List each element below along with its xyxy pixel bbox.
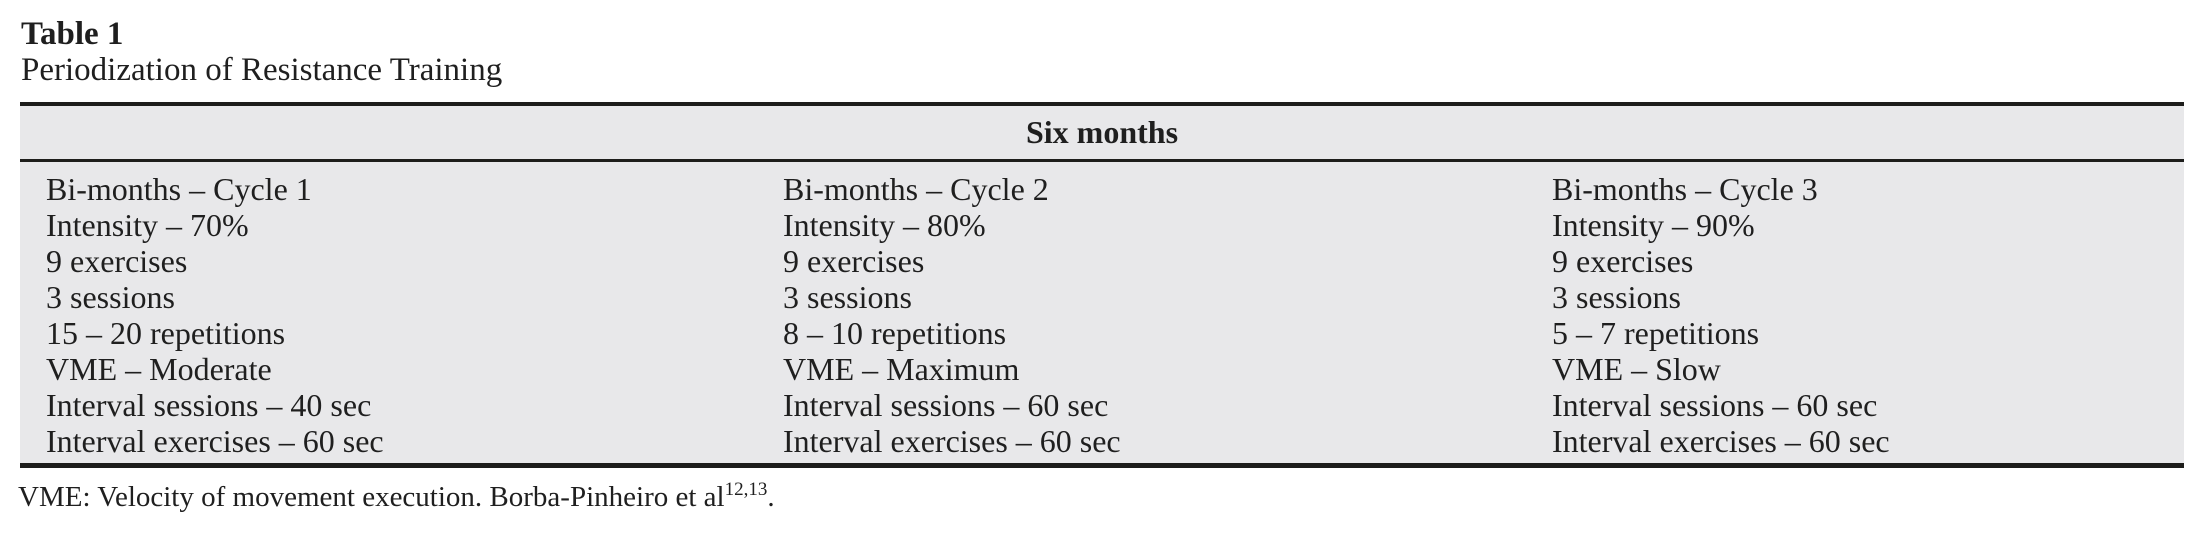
footnote-reference-superscript: 12,13: [724, 479, 768, 500]
cycle-3-vme: VME – Slow: [1552, 351, 1721, 387]
cycle-2-repetitions: 8 – 10 repetitions: [783, 315, 1007, 351]
table-cell-cycle-2: Bi-months – Cycle 2 Intensity – 80% 9 ex…: [783, 171, 1121, 459]
cycle-1-sessions: 3 sessions: [46, 279, 175, 315]
cycle-1-vme: VME – Moderate: [46, 351, 272, 387]
cycle-3-interval-exercises: Interval exercises – 60 sec: [1552, 423, 1890, 459]
cycle-2-interval-sessions: Interval sessions – 60 sec: [783, 387, 1109, 423]
cycle-2-bimonths: Bi-months – Cycle 2: [783, 171, 1049, 207]
table-number-label: Table 1: [21, 16, 124, 52]
cycle-2-vme: VME – Maximum: [783, 351, 1020, 387]
table-caption: Periodization of Resistance Training: [21, 52, 503, 88]
table-footnote: VME: Velocity of movement execution. Bor…: [18, 479, 775, 515]
cycle-1-repetitions: 15 – 20 repetitions: [46, 315, 286, 351]
cycle-2-exercises: 9 exercises: [783, 243, 925, 279]
footnote-period: .: [767, 481, 775, 513]
cycle-2-intensity: Intensity – 80%: [783, 207, 986, 243]
cycle-1-bimonths: Bi-months – Cycle 1: [46, 171, 312, 207]
table-heading-block: Table 1 Periodization of Resistance Trai…: [21, 16, 502, 88]
table-body-row: Bi-months – Cycle 1 Intensity – 70% 9 ex…: [20, 162, 2184, 463]
table-cell-cycle-1: Bi-months – Cycle 1 Intensity – 70% 9 ex…: [46, 171, 384, 459]
cycle-2-sessions: 3 sessions: [783, 279, 912, 315]
cycle-2-interval-exercises: Interval exercises – 60 sec: [783, 423, 1121, 459]
table-header-label: Six months: [1025, 114, 1179, 150]
cycle-1-intensity: Intensity – 70%: [46, 207, 249, 243]
cycle-3-exercises: 9 exercises: [1552, 243, 1694, 279]
cycle-3-bimonths: Bi-months – Cycle 3: [1552, 171, 1818, 207]
cycle-1-interval-sessions: Interval sessions – 40 sec: [46, 387, 372, 423]
cycle-3-repetitions: 5 – 7 repetitions: [1552, 315, 1760, 351]
table-header-row: Six months: [20, 106, 2184, 162]
cycle-3-interval-sessions: Interval sessions – 60 sec: [1552, 387, 1878, 423]
table-cell-cycle-3: Bi-months – Cycle 3 Intensity – 90% 9 ex…: [1552, 171, 1890, 459]
periodization-table: Six months Bi-months – Cycle 1 Intensity…: [20, 102, 2184, 468]
cycle-1-interval-exercises: Interval exercises – 60 sec: [46, 423, 384, 459]
footnote-text: VME: Velocity of movement execution. Bor…: [18, 481, 725, 513]
cycle-3-sessions: 3 sessions: [1552, 279, 1681, 315]
cycle-1-exercises: 9 exercises: [46, 243, 188, 279]
cycle-3-intensity: Intensity – 90%: [1552, 207, 1755, 243]
